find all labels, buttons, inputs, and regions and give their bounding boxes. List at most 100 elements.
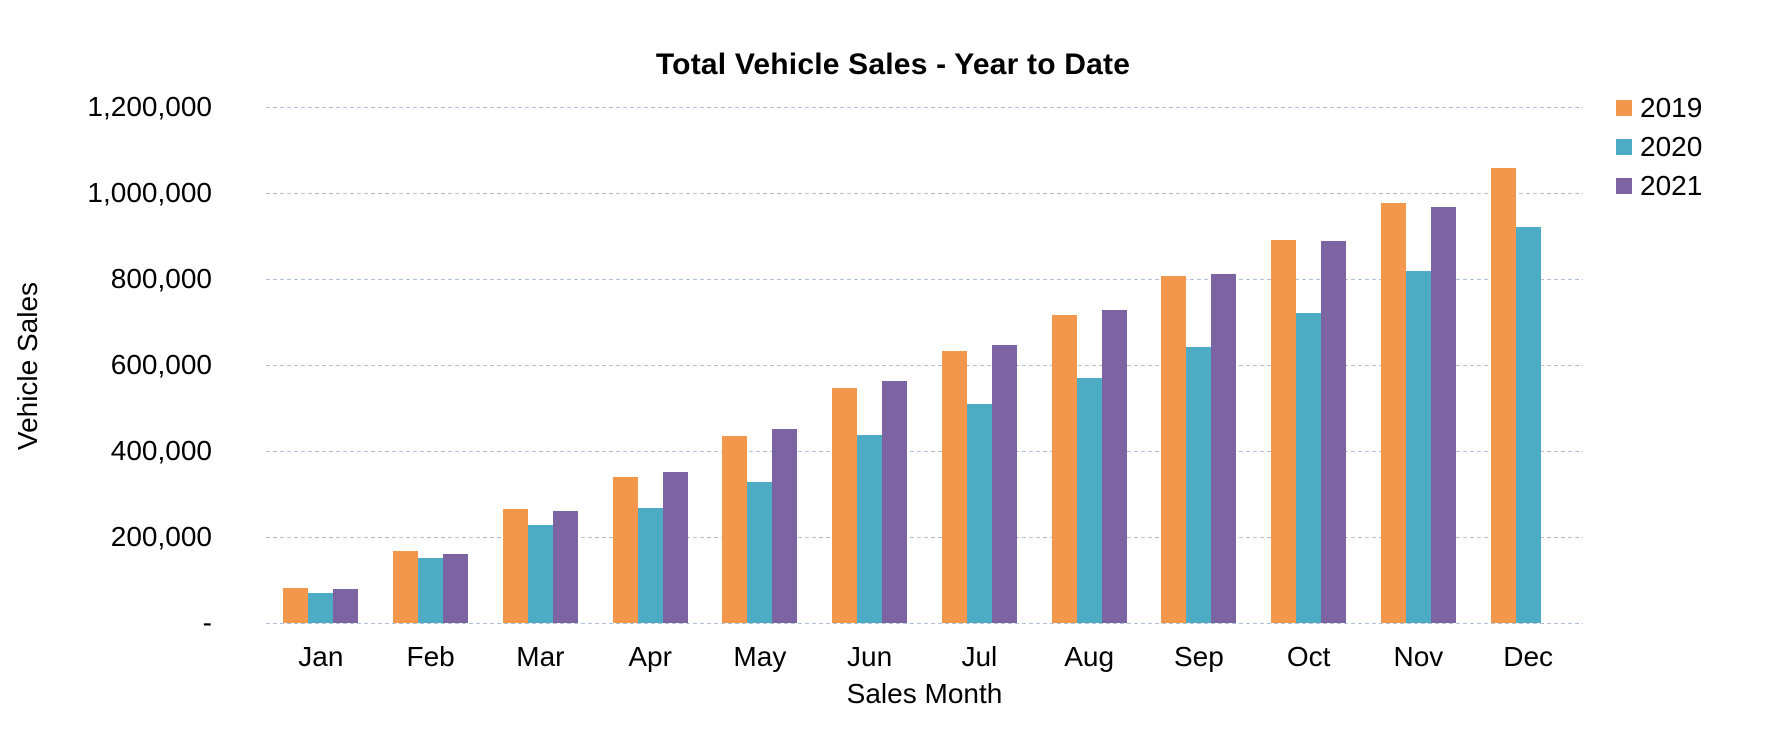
plot-area [266,107,1583,624]
month-slot-feb [376,107,486,623]
bar-2021-nov [1430,207,1456,623]
month-slot-mar [486,107,596,623]
legend-swatch-2020 [1616,139,1632,155]
month-slot-jul [925,107,1035,623]
bar-2019-sep [1161,276,1187,623]
month-group-oct [1271,107,1347,623]
bar-2020-may [747,482,773,623]
bar-2019-nov [1380,203,1406,623]
bar-2019-dec [1490,168,1516,623]
bar-2020-sep [1186,347,1212,623]
month-slot-aug [1034,107,1144,623]
bar-2019-jan [283,588,309,623]
y-tick-label-1200000: 1,200,000 [87,91,212,122]
bar-2020-apr [637,508,663,623]
bar-2019-feb [393,551,419,623]
bar-2019-jul [941,351,967,623]
month-group-jan [283,107,359,623]
bar-2021-apr [662,472,688,623]
bar-2021-jan [333,589,359,623]
month-group-aug [1051,107,1127,623]
gridline-800000 [266,279,1583,280]
bar-2019-jun [832,388,858,623]
x-label-may: May [733,641,787,672]
legend-item-2021: 2021 [1616,172,1702,200]
bar-2021-oct [1321,241,1347,623]
bar-slots [266,107,1583,623]
x-label-jun: Jun [847,641,893,672]
month-slot-dec [1473,107,1583,623]
bar-2021-may [772,429,798,623]
legend-item-2019: 2019 [1616,94,1702,122]
month-group-sep [1161,107,1237,623]
legend-swatch-2021 [1616,178,1632,194]
month-group-nov [1380,107,1456,623]
bar-2019-aug [1051,315,1077,623]
bar-2019-mar [502,509,528,623]
y-tick-label-0: - [202,607,212,638]
legend-item-2020: 2020 [1616,133,1702,161]
y-tick-label-800000: 800,000 [110,263,212,294]
legend: 2019 2020 2021 [1616,94,1702,211]
gridline-1000000 [266,193,1583,194]
gridline-1200000 [266,107,1583,108]
y-tick-label-600000: 600,000 [110,349,212,380]
bar-2021-mar [552,511,578,623]
bar-2019-may [722,436,748,623]
month-slot-jun [815,107,925,623]
x-label-aug: Aug [1064,641,1115,672]
bar-2020-nov [1405,271,1431,623]
bar-2019-apr [612,477,638,623]
x-label-jul: Jul [961,641,998,672]
x-label-oct: Oct [1286,641,1331,672]
bar-2020-jan [308,593,334,623]
month-group-feb [393,107,469,623]
month-slot-nov [1364,107,1474,623]
gridline-200000 [266,537,1583,538]
x-label-apr: Apr [628,641,672,672]
month-slot-may [705,107,815,623]
x-label-jan: Jan [298,641,344,672]
x-label-sep: Sep [1173,641,1224,672]
legend-label-2021: 2021 [1640,170,1703,201]
y-tick-label-400000: 400,000 [110,435,212,466]
bar-2020-oct [1296,313,1322,623]
bar-2021-sep [1211,274,1237,623]
legend-swatch-2019 [1616,100,1632,116]
month-group-apr [612,107,688,623]
gridline-600000 [266,365,1583,366]
month-group-jun [832,107,908,623]
month-slot-sep [1144,107,1254,623]
month-group-may [722,107,798,623]
x-label-mar: Mar [516,641,565,672]
x-label-nov: Nov [1393,641,1444,672]
bar-2021-jun [882,381,908,623]
gridline-400000 [266,451,1583,452]
bar-2020-jul [966,404,992,623]
x-label-feb: Feb [406,641,455,672]
chart-title: Total Vehicle Sales - Year to Date [655,48,1131,81]
y-tick-label-1000000: 1,000,000 [87,177,212,208]
bar-2020-dec [1515,227,1541,623]
month-group-dec [1490,107,1566,623]
bar-2020-feb [418,558,444,623]
bar-2020-jun [857,435,883,623]
month-group-mar [502,107,578,623]
month-slot-apr [595,107,705,623]
legend-label-2020: 2020 [1640,131,1703,162]
y-tick-label-200000: 200,000 [110,521,212,552]
x-label-dec: Dec [1503,641,1554,672]
x-axis-title: Sales Month [846,678,1003,709]
month-slot-oct [1254,107,1364,623]
bar-2020-mar [527,525,553,623]
bar-2021-jul [991,345,1017,623]
legend-label-2019: 2019 [1640,92,1703,123]
month-group-jul [941,107,1017,623]
gridline-0 [266,623,1583,624]
x-axis-tick-labels: Jan Feb Mar Apr May Jun Jul Aug Sep Oct Nov Dec [266,641,1583,673]
bar-2021-feb [443,554,469,623]
bar-2020-aug [1076,378,1102,623]
month-slot-jan [266,107,376,623]
bar-2021-aug [1101,310,1127,623]
